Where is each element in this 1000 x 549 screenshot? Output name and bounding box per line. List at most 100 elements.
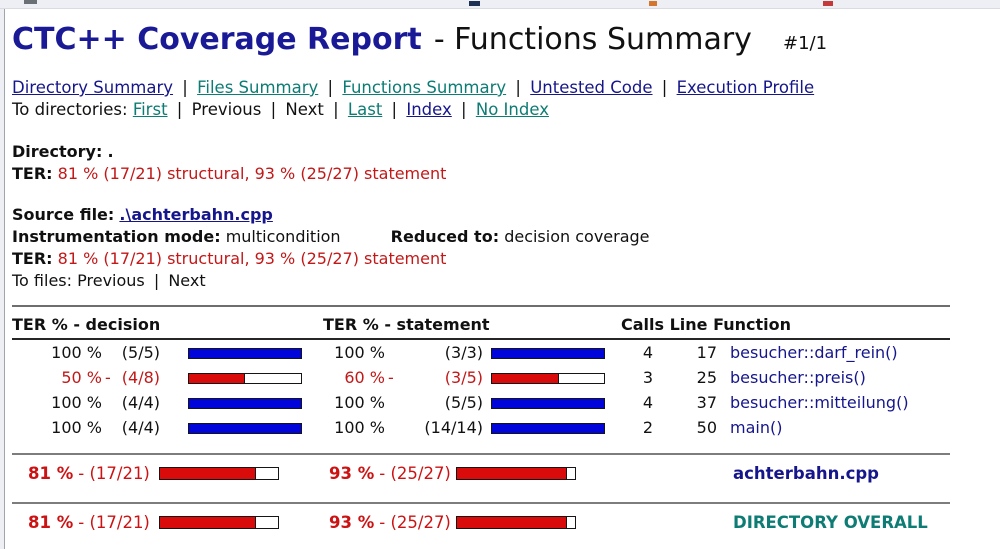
- nav-link-last[interactable]: Last: [347, 100, 383, 119]
- directory-statement-summary: 93 % - (25/27): [329, 513, 451, 532]
- nav-link-files-summary[interactable]: Files Summary: [197, 78, 319, 97]
- directory-overall-link[interactable]: DIRECTORY OVERALL: [733, 512, 928, 532]
- statement-ratio: (5/5): [444, 393, 483, 412]
- statement-percent: 93 %: [329, 463, 375, 483]
- decision-coverage-bar: [159, 515, 279, 529]
- nav-link-execution-profile[interactable]: Execution Profile: [676, 78, 815, 97]
- nav-link-index[interactable]: Index: [406, 100, 452, 119]
- to-files-previous-disabled: Previous: [77, 271, 145, 290]
- file-decision-summary: 81 % - (17/21): [28, 464, 159, 483]
- coverage-report-page: CTC++ Coverage Report - Functions Summar…: [5, 9, 1000, 549]
- statement-coverage-bar: [456, 466, 576, 480]
- calls-value: 4: [642, 343, 653, 362]
- statement-percent: 100 %: [334, 393, 385, 412]
- line-value: 17: [696, 343, 717, 362]
- source-file-link[interactable]: .\achterbahn.cpp: [119, 205, 273, 224]
- directory-value: .: [107, 142, 114, 161]
- statement-percent: 100 %: [334, 418, 385, 437]
- browser-icon-fragment: [823, 1, 833, 6]
- decision-coverage-bar: [188, 398, 302, 409]
- file-summary-link[interactable]: achterbahn.cpp: [733, 463, 879, 483]
- decision-bar-cell: [160, 418, 323, 437]
- nav-separator: |: [270, 100, 277, 119]
- report-title: CTC++ Coverage Report: [12, 22, 422, 57]
- to-files-label: To files:: [12, 271, 73, 290]
- nav-separator: |: [515, 78, 521, 97]
- reduced-to-value: decision coverage: [504, 227, 650, 246]
- ter-label: TER:: [12, 249, 53, 268]
- header-ter-decision: TER % - decision: [12, 315, 161, 334]
- directory-decision-summary: 81 % - (17/21): [28, 513, 159, 532]
- to-files-line: To files: Previous | Next: [12, 270, 1000, 292]
- nav-link-no-index[interactable]: No Index: [475, 100, 549, 119]
- decision-ratio: (4/4): [121, 418, 160, 437]
- statement-ratio: - (25/27): [379, 463, 451, 483]
- statement-ratio: (3/3): [444, 343, 483, 362]
- decision-percent: 100 %: [51, 343, 102, 362]
- instrumentation-mode-value: multicondition: [225, 227, 341, 246]
- function-link[interactable]: besucher::mitteilung(): [730, 393, 909, 412]
- statement-coverage-bar: [456, 515, 576, 529]
- function-link[interactable]: besucher::preis(): [730, 368, 866, 387]
- table-row: 50 % - (4/8) 60 % - (3/5) 3 25 besucher:…: [12, 365, 950, 390]
- page-title: CTC++ Coverage Report - Functions Summar…: [12, 22, 1000, 57]
- nav-separator: |: [461, 100, 467, 119]
- decision-ratio: (4/4): [121, 393, 160, 412]
- nav-link-directory-summary[interactable]: Directory Summary: [12, 78, 174, 97]
- decision-ratio: (4/8): [121, 368, 160, 387]
- nav-link-untested-code[interactable]: Untested Code: [530, 78, 653, 97]
- table-header-row: TER % - decision TER % - statement Calls…: [12, 315, 950, 340]
- statement-bar-cell: [483, 343, 613, 362]
- reduced-to-label: Reduced to:: [390, 227, 500, 246]
- summary-nav: Directory Summary | Files Summary | Func…: [12, 77, 1000, 99]
- function-link[interactable]: besucher::darf_rein(): [730, 343, 898, 362]
- statement-flag: -: [388, 368, 394, 387]
- decision-flag: -: [105, 368, 111, 387]
- function-link[interactable]: main(): [730, 418, 783, 437]
- decision-bar-cell: [160, 368, 323, 387]
- line-value: 25: [696, 368, 717, 387]
- table-row: 100 % (5/5) 100 % (3/3) 4 17 besucher::d…: [12, 340, 950, 365]
- statement-coverage-bar: [491, 373, 605, 384]
- statement-ratio: - (25/27): [379, 512, 451, 532]
- statement-ratio: (3/5): [444, 368, 483, 387]
- table-top-rule: [12, 305, 950, 307]
- decision-percent: 100 %: [51, 393, 102, 412]
- header-ter-statement: TER % - statement: [323, 315, 490, 334]
- nav-separator: |: [391, 100, 398, 119]
- directory-summary-rule: [12, 502, 950, 504]
- statement-bar-cell: [483, 393, 613, 412]
- nav-link-first[interactable]: First: [132, 100, 168, 119]
- header-calls-line-function: Calls Line Function: [621, 315, 792, 334]
- file-summary-row: 81 % - (17/21) 93 % - (25/27) achterbahn.c…: [12, 461, 1000, 485]
- decision-coverage-bar: [188, 373, 302, 384]
- decision-percent: 81 %: [28, 463, 74, 483]
- ter-label: TER:: [12, 164, 53, 183]
- directory-ter-value: 81 % (17/21) structural, 93 % (25/27) st…: [57, 164, 447, 183]
- nav-link-functions-summary[interactable]: Functions Summary: [342, 78, 507, 97]
- decision-ratio: (5/5): [121, 343, 160, 362]
- table-row: 100 % (4/4) 100 % (14/14) 2 50 main(): [12, 415, 950, 440]
- calls-value: 4: [642, 393, 653, 412]
- statement-ratio: (14/14): [424, 418, 483, 437]
- decision-ratio: - (17/21): [78, 463, 150, 483]
- decision-percent: 100 %: [51, 418, 102, 437]
- calls-value: 3: [642, 368, 653, 387]
- decision-bar-cell: [160, 343, 323, 362]
- to-directories-label: To directories:: [12, 100, 128, 119]
- statement-bar-cell: [483, 368, 613, 387]
- directory-ter-line: TER: 81 % (17/21) structural, 93 % (25/2…: [12, 163, 1000, 185]
- decision-coverage-bar: [159, 466, 279, 480]
- directory-section: Directory: . TER: 81 % (17/21) structura…: [12, 141, 1000, 185]
- nav-separator: |: [182, 78, 188, 97]
- nav-separator: |: [176, 100, 183, 119]
- nav-next-disabled: Next: [285, 100, 324, 119]
- statement-bar-cell: [483, 418, 613, 437]
- to-files-next-disabled: Next: [168, 271, 206, 290]
- nav-separator: |: [333, 100, 339, 119]
- calls-value: 2: [642, 418, 653, 437]
- browser-icon-fragment: [649, 1, 657, 6]
- statement-coverage-bar: [491, 398, 605, 409]
- instrumentation-mode-label: Instrumentation mode:: [12, 227, 221, 246]
- browser-icon-fragment: [469, 1, 480, 6]
